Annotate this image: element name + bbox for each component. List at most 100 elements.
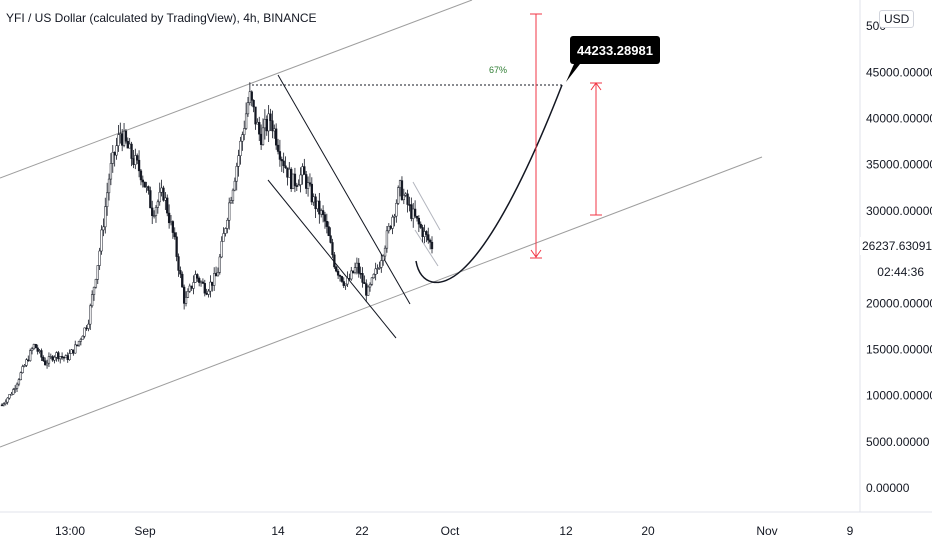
candle-body <box>115 145 118 156</box>
candle-body <box>83 327 86 337</box>
candle-body <box>214 273 218 277</box>
candle-body <box>357 262 360 274</box>
candle-body <box>6 397 9 403</box>
candle-body <box>282 160 285 167</box>
candle-body <box>147 186 150 191</box>
candle-body <box>346 278 349 285</box>
candle-body <box>143 181 146 188</box>
candle-body <box>254 106 257 125</box>
candle-body <box>182 286 186 304</box>
candle-body <box>385 230 389 249</box>
currency-button[interactable]: USD <box>879 10 915 28</box>
candle-body <box>188 285 191 292</box>
candle-body <box>226 220 229 229</box>
candle-body <box>124 130 128 142</box>
candle-body <box>340 276 344 282</box>
candle-body <box>241 134 244 142</box>
measure-arrow-short[interactable] <box>590 82 602 216</box>
x-tick-label: 9 <box>847 524 854 538</box>
candle-body <box>89 305 92 325</box>
flag-lower-line[interactable] <box>267 179 397 339</box>
candle-body <box>321 210 325 215</box>
candle-body <box>258 122 261 135</box>
y-tick-label: 10000.00000 <box>866 389 932 403</box>
candle-body <box>139 170 143 181</box>
candle-body <box>216 271 220 277</box>
candle-body <box>192 282 195 289</box>
candle-body <box>286 167 289 178</box>
candle-body <box>194 274 197 283</box>
candle-body <box>100 229 103 252</box>
candle-body <box>47 356 51 364</box>
candle-body <box>175 236 178 257</box>
candle-body <box>94 279 98 288</box>
candle-body <box>130 143 133 159</box>
price-axis[interactable]: 0.00000 5000.00000 10000.00000 15000.00000 2… <box>866 19 932 495</box>
candle-body <box>316 200 319 210</box>
percent-label: 67% <box>489 65 507 75</box>
candle-body <box>132 158 135 165</box>
candle-body <box>107 178 111 194</box>
candle-body <box>113 152 116 156</box>
candle-body <box>318 200 321 215</box>
candle-body <box>395 203 398 217</box>
candle-body <box>145 186 148 188</box>
candle-body <box>252 99 255 108</box>
y-tick-label: 0.00000 <box>866 481 910 495</box>
channel-lower-line[interactable] <box>0 156 763 448</box>
candle-body <box>25 359 28 366</box>
candle-body <box>235 166 238 182</box>
candle-body <box>297 184 300 187</box>
candle-body <box>38 350 41 352</box>
candle-body <box>383 247 387 257</box>
candle-body <box>222 233 225 242</box>
time-axis[interactable]: 13:00 Sep 14 22 Oct 12 20 Nov 9 <box>55 524 854 538</box>
candle-body <box>278 151 282 160</box>
candle-body <box>171 221 175 233</box>
measure-arrow-long[interactable] <box>530 13 542 259</box>
candle-body <box>244 113 248 129</box>
candle-body <box>75 344 79 347</box>
candle-body <box>8 394 11 399</box>
candle-body <box>290 168 293 189</box>
candle-body <box>117 134 120 146</box>
candle-body <box>274 128 278 146</box>
current-price-label: 26237.63091 <box>860 237 932 255</box>
candle-body <box>179 270 182 275</box>
candle-body <box>261 127 265 145</box>
y-tick-label: 45000.00000 <box>866 65 932 79</box>
flag-upper-line[interactable] <box>277 74 411 305</box>
candle-body <box>267 113 270 132</box>
candles[interactable] <box>0 82 434 407</box>
candle-body <box>350 270 353 280</box>
projection-curve[interactable] <box>415 84 563 284</box>
candle-body <box>250 91 253 101</box>
candle-body <box>15 383 19 389</box>
candle-body <box>106 192 109 207</box>
candle-body <box>196 274 199 279</box>
candle-body <box>336 270 340 276</box>
candle-body <box>329 235 332 243</box>
candle-body <box>128 143 131 149</box>
candle-body <box>23 365 26 367</box>
candle-body <box>376 268 379 270</box>
candle-body <box>380 260 383 268</box>
candle-body <box>60 356 64 358</box>
candle-body <box>229 200 233 204</box>
candle-body <box>246 102 250 115</box>
candle-body <box>62 356 66 359</box>
candle-body <box>331 242 334 256</box>
x-tick-label: 14 <box>271 524 285 538</box>
candle-body <box>243 128 246 135</box>
candle-body <box>410 204 413 219</box>
candle-body <box>121 133 124 146</box>
channel-upper-line[interactable] <box>0 0 473 179</box>
plot-area[interactable] <box>0 0 860 512</box>
candle-body <box>406 193 409 205</box>
candle-body <box>389 225 392 229</box>
target-callout[interactable]: 44233.28981 <box>566 36 660 82</box>
candle-body <box>57 352 60 360</box>
x-tick-label: 22 <box>355 524 369 538</box>
candle-body <box>55 352 58 358</box>
